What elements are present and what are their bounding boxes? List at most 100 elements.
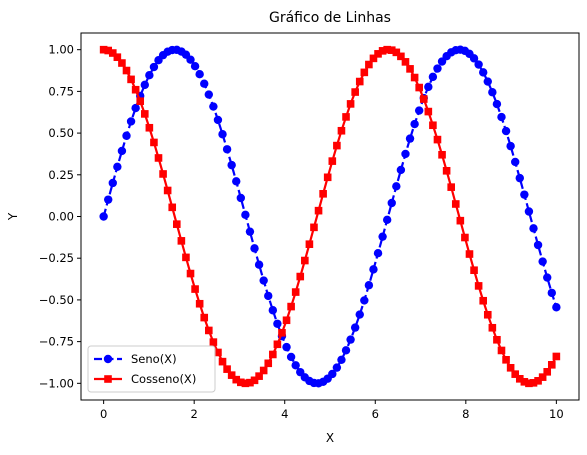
data-point: [332, 363, 342, 372]
data-point: [337, 126, 346, 135]
data-point: [497, 112, 506, 122]
data-point: [520, 378, 529, 386]
data-point: [433, 64, 442, 73]
data-point: [350, 323, 360, 332]
data-point: [401, 149, 410, 159]
data-point: [200, 313, 209, 322]
data-point: [163, 186, 172, 195]
data-point: [255, 372, 263, 380]
data-point: [205, 326, 213, 335]
data-point: [108, 49, 117, 57]
data-point: [401, 58, 410, 66]
data-point: [369, 265, 378, 274]
y-tick-label: 1.00: [48, 43, 74, 57]
data-point: [552, 303, 561, 312]
data-point: [424, 107, 433, 116]
data-point: [282, 342, 291, 352]
data-point: [122, 66, 131, 75]
data-point: [214, 348, 222, 357]
data-point: [209, 102, 218, 111]
data-point: [410, 73, 419, 82]
data-point: [99, 45, 108, 54]
data-point: [538, 257, 547, 266]
data-point: [150, 138, 158, 147]
data-point: [145, 123, 154, 132]
x-tick-label: 10: [549, 407, 564, 421]
data-point: [126, 117, 136, 126]
data-point: [483, 77, 492, 86]
data-point: [250, 244, 259, 253]
data-point: [387, 198, 396, 208]
data-point: [122, 131, 131, 140]
legend-label: Cosseno(X): [131, 372, 196, 386]
data-point: [333, 141, 341, 150]
data-point: [465, 250, 474, 258]
data-point: [118, 59, 126, 67]
data-point: [227, 160, 236, 170]
data-point: [392, 48, 401, 57]
data-point: [241, 379, 250, 388]
data-point: [191, 285, 199, 293]
data-point: [529, 379, 538, 387]
data-point: [438, 150, 446, 159]
data-point: [213, 115, 223, 125]
data-point: [117, 146, 127, 156]
data-point: [342, 113, 350, 121]
data-point: [479, 296, 488, 305]
x-tick-label: 2: [191, 407, 198, 421]
data-point: [328, 157, 337, 165]
chart-title: Gráfico de Linhas: [269, 10, 391, 26]
data-point: [552, 352, 561, 361]
data-point: [501, 126, 511, 136]
data-point: [369, 54, 378, 63]
data-point: [186, 269, 195, 278]
data-point: [492, 99, 502, 109]
data-point: [383, 45, 391, 54]
data-point: [259, 366, 268, 375]
data-point: [414, 106, 424, 115]
data-point: [360, 296, 369, 305]
data-point: [543, 273, 552, 282]
y-axis-label: Y: [6, 212, 20, 221]
data-point: [159, 170, 167, 178]
data-point: [488, 323, 497, 332]
data-point: [351, 88, 359, 96]
data-point: [269, 350, 277, 359]
data-point: [104, 46, 113, 55]
data-point: [177, 237, 186, 245]
data-point: [365, 60, 373, 69]
data-point: [149, 62, 159, 72]
data-point: [470, 266, 478, 275]
data-point: [254, 260, 264, 269]
data-point: [264, 359, 273, 368]
data-point: [547, 288, 556, 298]
data-point: [392, 182, 401, 191]
y-tick-label: −0.75: [39, 335, 74, 349]
x-tick-label: 4: [281, 407, 288, 421]
data-point: [410, 119, 419, 129]
data-point: [278, 328, 286, 337]
data-point: [428, 72, 438, 82]
data-point: [237, 378, 245, 387]
data-point: [493, 335, 501, 344]
data-point: [364, 281, 374, 290]
data-point: [301, 256, 309, 265]
data-point: [515, 375, 524, 383]
data-point: [204, 90, 214, 99]
data-point: [483, 310, 492, 319]
data-point: [424, 82, 433, 92]
y-tick-label: 0.00: [48, 210, 74, 224]
data-point: [246, 378, 254, 387]
data-point: [474, 60, 483, 69]
data-point: [497, 346, 506, 355]
data-point: [268, 306, 278, 315]
data-point: [113, 53, 122, 61]
data-point: [538, 373, 547, 381]
data-point: [346, 335, 355, 344]
legend-marker: [103, 354, 113, 364]
data-point: [305, 240, 314, 248]
data-point: [195, 299, 204, 308]
data-point: [250, 376, 259, 385]
data-point: [397, 52, 405, 61]
data-point: [209, 338, 218, 346]
